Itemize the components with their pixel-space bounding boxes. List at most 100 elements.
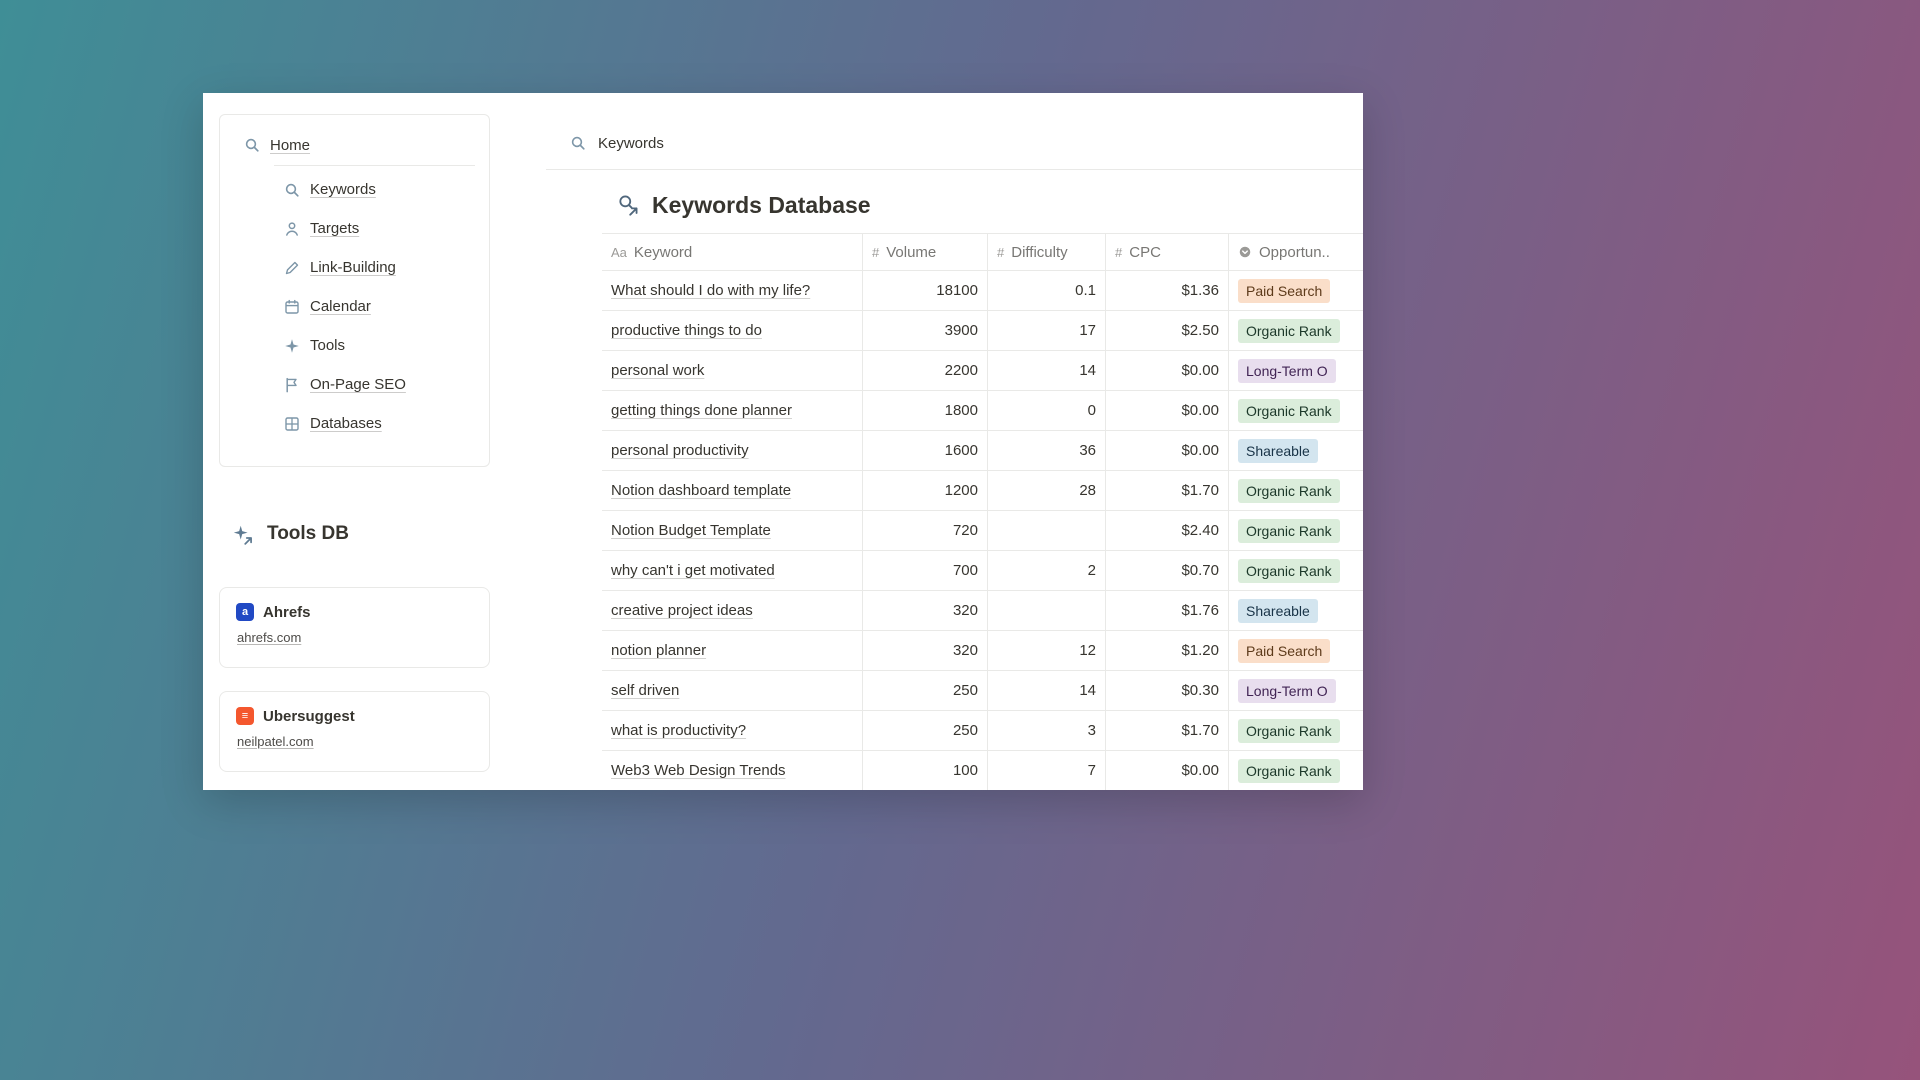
sidebar-item-home[interactable]: Home — [220, 129, 489, 161]
cpc-cell[interactable]: $1.70 — [1105, 711, 1228, 750]
search-icon — [284, 182, 300, 198]
keyword-cell[interactable]: productive things to do — [611, 322, 762, 339]
keyword-cell[interactable]: personal work — [611, 362, 705, 379]
volume-cell[interactable]: 320 — [862, 591, 987, 630]
opportunity-cell[interactable]: Long-Term O — [1228, 671, 1363, 710]
difficulty-cell[interactable]: 0 — [987, 391, 1105, 430]
volume-cell[interactable]: 1800 — [862, 391, 987, 430]
difficulty-cell[interactable]: 36 — [987, 431, 1105, 470]
cpc-cell[interactable]: $0.70 — [1105, 551, 1228, 590]
difficulty-cell[interactable] — [987, 511, 1105, 550]
column-header-opportunity[interactable]: Opportun.. — [1228, 234, 1363, 270]
sidebar-item-calendar[interactable]: Calendar — [220, 287, 489, 326]
volume-cell[interactable]: 720 — [862, 511, 987, 550]
opportunity-cell[interactable]: Organic Rank — [1228, 511, 1363, 550]
keyword-cell[interactable]: what is productivity? — [611, 722, 747, 739]
column-header-cpc[interactable]: # CPC — [1105, 234, 1228, 270]
difficulty-cell[interactable]: 0.1 — [987, 271, 1105, 310]
column-header-volume[interactable]: # Volume — [862, 234, 987, 270]
opportunity-cell[interactable]: Long-Term O — [1228, 351, 1363, 390]
table-row: getting things done planner 1800 0 $0.00… — [602, 391, 1363, 431]
keyword-cell[interactable]: self driven — [611, 682, 680, 699]
cpc-cell[interactable]: $1.36 — [1105, 271, 1228, 310]
sidebar-item-databases[interactable]: Databases — [220, 404, 489, 443]
search-icon — [244, 137, 260, 153]
difficulty-cell[interactable]: 7 — [987, 751, 1105, 790]
keyword-cell[interactable]: getting things done planner — [611, 402, 792, 419]
cpc-cell[interactable]: $1.70 — [1105, 471, 1228, 510]
cpc-cell[interactable]: $0.00 — [1105, 431, 1228, 470]
keyword-cell[interactable]: why can't i get motivated — [611, 562, 775, 579]
sidebar-item-tools[interactable]: Tools — [220, 326, 489, 365]
volume-cell[interactable]: 1600 — [862, 431, 987, 470]
cpc-cell[interactable]: $1.20 — [1105, 631, 1228, 670]
cpc-cell[interactable]: $0.00 — [1105, 351, 1228, 390]
column-header-label: Volume — [886, 243, 937, 261]
cpc-cell[interactable]: $2.40 — [1105, 511, 1228, 550]
cpc-cell[interactable]: $2.50 — [1105, 311, 1228, 350]
breadcrumb[interactable]: Keywords — [546, 93, 1363, 170]
opportunity-cell[interactable]: Organic Rank — [1228, 751, 1363, 790]
difficulty-cell[interactable]: 14 — [987, 351, 1105, 390]
tool-card-url-link[interactable]: ahrefs.com — [237, 630, 302, 645]
cpc-cell[interactable]: $0.30 — [1105, 671, 1228, 710]
volume-cell[interactable]: 2200 — [862, 351, 987, 390]
opportunity-cell[interactable]: Organic Rank — [1228, 551, 1363, 590]
difficulty-cell[interactable]: 12 — [987, 631, 1105, 670]
table-row: personal productivity 1600 36 $0.00 Shar… — [602, 431, 1363, 471]
difficulty-cell[interactable]: 3 — [987, 711, 1105, 750]
opportunity-cell[interactable]: Organic Rank — [1228, 711, 1363, 750]
sidebar-item-targets[interactable]: Targets — [220, 209, 489, 248]
select-property-icon — [1238, 245, 1252, 259]
opportunity-cell[interactable]: Organic Rank — [1228, 391, 1363, 430]
opportunity-cell[interactable]: Organic Rank — [1228, 311, 1363, 350]
column-header-label: CPC — [1129, 243, 1161, 261]
volume-cell[interactable]: 1200 — [862, 471, 987, 510]
cpc-cell[interactable]: $0.00 — [1105, 391, 1228, 430]
difficulty-cell[interactable]: 28 — [987, 471, 1105, 510]
keyword-cell[interactable]: What should I do with my life? — [611, 282, 811, 299]
cpc-cell[interactable]: $0.00 — [1105, 751, 1228, 790]
opportunity-cell[interactable]: Paid Search — [1228, 271, 1363, 310]
opportunity-tag: Organic Rank — [1238, 398, 1340, 423]
opportunity-cell[interactable]: Organic Rank — [1228, 471, 1363, 510]
opportunity-cell[interactable]: Shareable — [1228, 591, 1363, 630]
grid-icon — [284, 416, 300, 432]
volume-cell[interactable]: 250 — [862, 711, 987, 750]
volume-cell[interactable]: 18100 — [862, 271, 987, 310]
volume-cell[interactable]: 320 — [862, 631, 987, 670]
sidebar-item-link-building[interactable]: Link-Building — [220, 248, 489, 287]
difficulty-cell[interactable] — [987, 591, 1105, 630]
column-header-label: Keyword — [633, 243, 693, 261]
cpc-cell[interactable]: $1.76 — [1105, 591, 1228, 630]
sparkle-icon — [284, 338, 300, 354]
column-header-keyword[interactable]: Aa Keyword — [602, 234, 862, 270]
volume-cell[interactable]: 3900 — [862, 311, 987, 350]
search-icon — [570, 135, 587, 152]
difficulty-cell[interactable]: 17 — [987, 311, 1105, 350]
table-row: self driven 250 14 $0.30 Long-Term O — [602, 671, 1363, 711]
sidebar-item-keywords[interactable]: Keywords — [220, 170, 489, 209]
volume-cell[interactable]: 700 — [862, 551, 987, 590]
opportunity-cell[interactable]: Paid Search — [1228, 631, 1363, 670]
column-header-difficulty[interactable]: # Difficulty — [987, 234, 1105, 270]
keyword-cell[interactable]: notion planner — [611, 642, 707, 659]
volume-cell[interactable]: 100 — [862, 751, 987, 790]
notion-window: Home Keywords Targets Link-Building Cale… — [203, 93, 1363, 790]
tools-db-section-header: Tools DB — [233, 523, 349, 545]
difficulty-cell[interactable]: 2 — [987, 551, 1105, 590]
tool-card-url-link[interactable]: neilpatel.com — [237, 734, 314, 749]
keyword-cell[interactable]: personal productivity — [611, 442, 749, 459]
tool-card-ubersuggest[interactable]: ≡ Ubersuggest neilpatel.com — [219, 691, 490, 772]
keyword-cell[interactable]: Web3 Web Design Trends — [611, 762, 786, 779]
sidebar-item-on-page-seo[interactable]: On-Page SEO — [220, 365, 489, 404]
table-row: personal work 2200 14 $0.00 Long-Term O — [602, 351, 1363, 391]
opportunity-cell[interactable]: Shareable — [1228, 431, 1363, 470]
keyword-cell[interactable]: Notion Budget Template — [611, 522, 771, 539]
keyword-cell[interactable]: creative project ideas — [611, 602, 753, 619]
difficulty-cell[interactable]: 14 — [987, 671, 1105, 710]
volume-cell[interactable]: 250 — [862, 671, 987, 710]
keyword-cell[interactable]: Notion dashboard template — [611, 482, 792, 499]
main-content: Keywords Keywords Database Aa Keyword # … — [546, 93, 1363, 790]
tool-card-ahrefs[interactable]: a Ahrefs ahrefs.com — [219, 587, 490, 668]
